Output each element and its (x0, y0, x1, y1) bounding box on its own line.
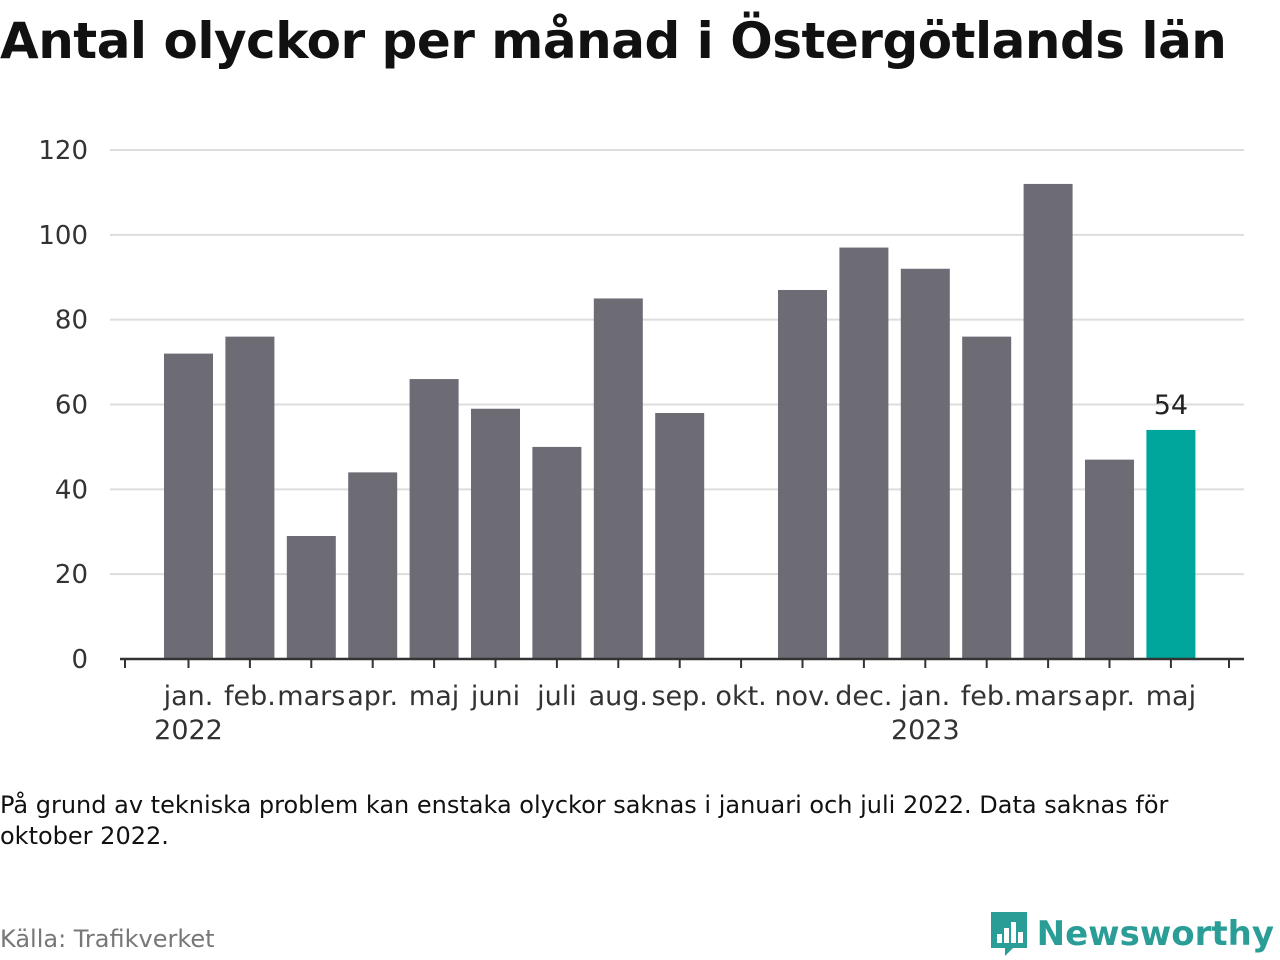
bar (409, 379, 459, 659)
y-tick-label: 60 (55, 391, 88, 421)
brand-name: Newsworthy (1036, 914, 1274, 954)
x-tick-label: feb. (224, 681, 276, 712)
bar (839, 247, 889, 659)
x-tick-label: juli (536, 681, 577, 712)
x-tick-label: maj (1146, 681, 1196, 712)
y-tick-label: 100 (38, 221, 88, 251)
bar (593, 298, 643, 659)
bar (225, 336, 275, 659)
bar (1085, 459, 1134, 659)
x-tick-label: mars (277, 681, 345, 712)
bar (655, 412, 705, 659)
newsworthy-logo: Newsworthy (989, 910, 1274, 958)
x-tick-label: juni (470, 681, 520, 712)
bar (164, 353, 213, 659)
x-tick-label: apr. (347, 681, 398, 712)
bar (962, 336, 1012, 659)
bar (471, 408, 520, 659)
x-tick-label: sep. (651, 681, 707, 712)
newsworthy-logo-icon (990, 912, 1027, 956)
bar (1146, 429, 1196, 659)
y-tick-label: 120 (38, 136, 88, 166)
data-label: 54 (1154, 390, 1188, 421)
x-tick-label: feb. (961, 681, 1013, 712)
y-tick-label: 80 (55, 306, 88, 336)
y-tick-label: 40 (55, 475, 88, 505)
x-tick-label: jan. (163, 681, 214, 712)
footnote: På grund av tekniska problem kan enstaka… (0, 791, 1169, 850)
x-tick-label: jan. (899, 681, 950, 712)
x-tick-label: maj (409, 681, 459, 712)
bar (1023, 183, 1073, 659)
x-tick-label: apr. (1084, 681, 1135, 712)
bars (164, 183, 1196, 659)
chart-title: Antal olyckor per månad i Östergötlands … (0, 12, 1227, 70)
y-tick-label: 20 (55, 560, 88, 590)
x-tick-label: okt. (715, 681, 766, 712)
x-axis (120, 657, 1244, 668)
y-tick-label: 0 (71, 645, 88, 675)
x-tick-label: mars (1014, 681, 1082, 712)
x-tick-label: dec. (835, 681, 892, 712)
bar (900, 268, 950, 659)
bar (778, 289, 827, 659)
x-tick-label: nov. (774, 681, 830, 712)
bar (348, 472, 398, 659)
bar (532, 446, 582, 659)
source-text: Källa: Trafikverket (0, 925, 215, 953)
year-label: 2022 (154, 715, 223, 746)
x-tick-label: aug. (589, 681, 648, 712)
bar (286, 535, 336, 659)
year-label: 2023 (891, 715, 960, 746)
